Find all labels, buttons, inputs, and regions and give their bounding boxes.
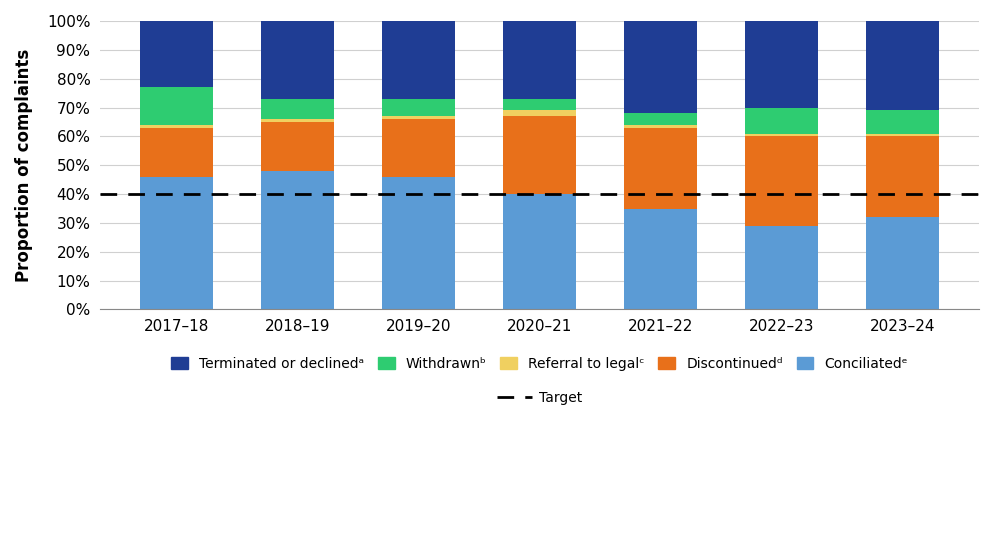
Bar (503, 194, 576, 309)
Bar (624, 209, 697, 309)
Bar (503, 116, 576, 194)
Bar (746, 133, 818, 136)
Bar (624, 113, 697, 125)
Bar (382, 116, 455, 119)
Bar (867, 133, 939, 136)
Bar (867, 136, 939, 217)
Bar (867, 110, 939, 133)
Bar (746, 136, 818, 226)
Bar (261, 122, 334, 171)
Bar (382, 119, 455, 177)
Bar (140, 128, 213, 177)
Bar (867, 21, 939, 110)
Bar (382, 177, 455, 309)
Bar (624, 125, 697, 128)
Bar (261, 21, 334, 99)
Bar (503, 110, 576, 116)
Bar (624, 128, 697, 209)
Bar (867, 217, 939, 309)
Bar (382, 21, 455, 99)
Y-axis label: Proportion of complaints: Proportion of complaints (15, 49, 33, 282)
Bar (746, 108, 818, 133)
Bar (503, 21, 576, 99)
Legend: Target: Target (492, 386, 587, 411)
Bar (382, 99, 455, 116)
Bar (261, 171, 334, 309)
Bar (503, 99, 576, 110)
Bar (140, 21, 213, 87)
Bar (261, 119, 334, 122)
Bar (140, 125, 213, 128)
Bar (624, 21, 697, 113)
Bar (746, 226, 818, 309)
Bar (261, 99, 334, 119)
Bar (140, 177, 213, 309)
Bar (746, 21, 818, 108)
Bar (140, 87, 213, 125)
